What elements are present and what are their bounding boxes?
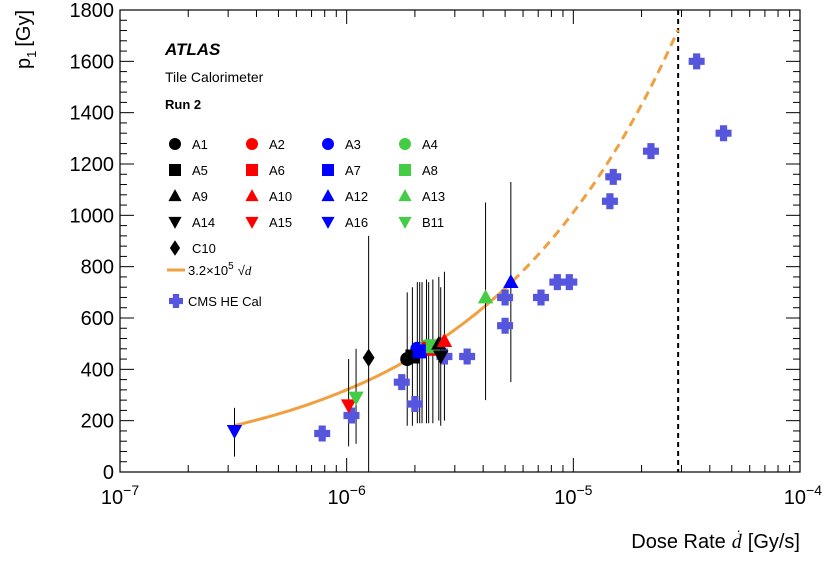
legend-marker-a6: [246, 164, 258, 176]
legend-marker-a7: [322, 164, 334, 176]
legend-label-a5: A5: [192, 163, 208, 178]
legend-label-a7: A7: [345, 163, 361, 178]
legend-label-a10: A10: [269, 189, 292, 204]
y-tick-label: 600: [81, 308, 114, 330]
fit-curve-solid: [234, 280, 514, 427]
y-axis-title-unit: [Gy]: [13, 10, 35, 47]
cms-data-point: [688, 53, 705, 70]
x-tick-label: 10−5: [554, 482, 592, 509]
legend-label-b11: B11: [422, 215, 444, 230]
cms-data-point: [642, 143, 659, 160]
legend-label-a16: A16: [345, 215, 368, 230]
data-point-a14: [433, 350, 449, 365]
cms-data-point: [314, 425, 331, 442]
cms-data-point: [393, 374, 410, 391]
x-axis-title-var: d: [732, 531, 743, 553]
atlas-label: ATLAS: [164, 40, 221, 59]
legend-marker-cms: [169, 294, 184, 308]
legend-marker-a2: [246, 138, 258, 150]
cms-data-point: [605, 168, 622, 185]
detector-label: Tile Calorimeter: [165, 69, 264, 85]
cms-data-point: [497, 317, 514, 334]
cms-data-point: [549, 274, 566, 291]
data-point-a10: [436, 333, 453, 348]
data-point-a16: [226, 424, 243, 439]
cms-data-point: [532, 289, 549, 306]
legend-label-a14: A14: [192, 215, 215, 230]
legend-marker-a14: [168, 216, 182, 229]
data-point-a12: [503, 274, 519, 289]
legend-label-a2: A2: [269, 137, 285, 152]
x-tick-label: 10−7: [101, 482, 139, 509]
legend-label-a9: A9: [192, 189, 208, 204]
x-tick-label: 10−6: [328, 482, 366, 509]
cms-points: [314, 53, 732, 442]
fit-curve: [234, 29, 680, 427]
data-point-a13: [477, 289, 494, 304]
legend-label-a8: A8: [422, 163, 438, 178]
cms-data-point: [715, 125, 732, 142]
axes: 0 200 400 600 800 1000 1200 1400 1600 1800 10−7 10−…: [70, 0, 823, 509]
legend-marker-c10: [169, 240, 181, 256]
legend-label-a6: A6: [269, 163, 285, 178]
legend-marker-a9: [168, 189, 182, 202]
data-point-b11: [348, 391, 364, 406]
legend-label-cms: CMS HE Cal: [188, 294, 262, 309]
y-tick-label: 200: [81, 411, 114, 433]
legend-marker-a3: [322, 138, 334, 150]
y-tick-label: 1600: [70, 51, 115, 73]
plot-frame: [119, 9, 801, 473]
legend-marker-a4: [399, 138, 411, 150]
run-label: Run 2: [165, 97, 201, 112]
legend-label-a12: A12: [345, 189, 368, 204]
y-tick-label: 1800: [70, 0, 115, 22]
legend-label-a13: A13: [422, 189, 445, 204]
legend-label-a3: A3: [345, 137, 361, 152]
x-axis-title-prefix: Dose Rate: [631, 531, 726, 553]
x-axis-title-dot: ·: [736, 522, 741, 538]
y-axis-title-sub: 1: [24, 51, 39, 58]
legend-marker-a8: [399, 164, 411, 176]
y-tick-label: 1400: [70, 103, 115, 125]
data-point-a15: [340, 399, 357, 414]
legend-fit-label: 3.2×105 √d: [188, 261, 252, 278]
y-tick-label: 0: [103, 462, 114, 484]
y-tick-label: 400: [81, 359, 114, 381]
legend-label-a15: A15: [269, 215, 292, 230]
legend-marker-a1: [169, 138, 181, 150]
legend-marker-a5: [169, 164, 181, 176]
legend-label-c10: C10: [192, 241, 216, 256]
y-axis-title: p1 [Gy]: [13, 10, 39, 69]
cms-data-point: [601, 193, 618, 210]
svg-text:p1[Gy]: p1 [Gy]: [13, 10, 39, 69]
atlas-points: [226, 274, 519, 439]
legend: A1 A2 A3 A4 A5 A6 A7 A8 A9 A10 A12 A13 A14 A15 A16 B11 C…: [167, 137, 445, 309]
cms-data-point: [459, 348, 476, 365]
data-point-a7: [412, 344, 427, 359]
legend-marker-a16: [321, 216, 335, 229]
legend-label-a4: A4: [422, 137, 438, 152]
cms-data-point: [497, 289, 514, 306]
y-axis-title-var: p: [13, 58, 35, 69]
data-point-c10: [362, 348, 375, 367]
legend-marker-a13: [398, 189, 412, 202]
legend-marker-a12: [321, 189, 335, 202]
legend-marker-a15: [245, 216, 259, 229]
legend-marker-b11: [398, 216, 412, 229]
x-axis-title-unit: [Gy/s]: [748, 531, 800, 553]
cms-data-point: [343, 407, 360, 424]
y-tick-label: 1000: [70, 205, 115, 227]
x-tick-label: 10−4: [784, 482, 822, 509]
legend-marker-a10: [245, 189, 259, 202]
cms-data-point: [561, 274, 578, 291]
y-tick-label: 1200: [70, 154, 115, 176]
cms-data-point: [406, 395, 423, 412]
y-tick-label: 800: [81, 257, 114, 279]
x-axis-title: Dose Rate d [Gy/s] ·: [631, 522, 800, 553]
legend-label-a1: A1: [192, 137, 208, 152]
